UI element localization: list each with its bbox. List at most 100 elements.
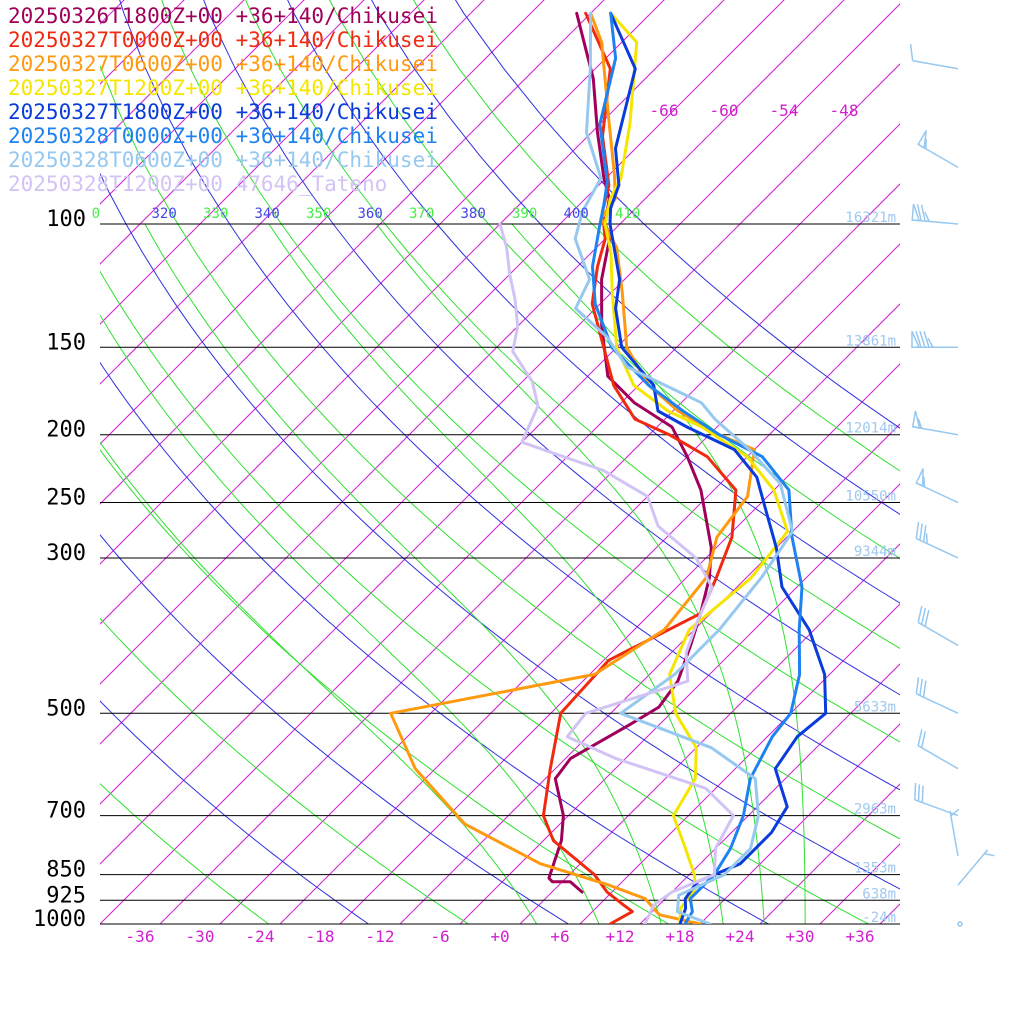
adiabat-line (100, 270, 870, 924)
pressure-tick-label: 250 (46, 486, 86, 511)
temperature-tick-label: -12 (366, 927, 395, 946)
temperature-tick-label: -36 (126, 927, 155, 946)
adiabat-line (161, 0, 900, 743)
legend: 20250326T1800Z+00 +36+140/Chikusei202503… (8, 4, 438, 196)
adiabat-line (287, 0, 900, 604)
isotherm-line (100, 0, 365, 265)
pressure-tick-label: 150 (46, 330, 86, 355)
isotherm-line (639, 663, 900, 924)
isotherm-line (519, 543, 900, 924)
adiabat-line (100, 449, 670, 924)
pressure-tick-label: 1000 (33, 907, 86, 932)
wind-barb (917, 605, 959, 647)
theta-label: 350 (306, 206, 331, 222)
sounding-profiles (389, 11, 828, 924)
legend-entry: 20250327T0000Z+00 +36+140/Chikusei (8, 28, 438, 52)
moist-adiabat-line (268, 223, 724, 924)
theta-label: 400 (564, 206, 589, 222)
height-label: 12014m (845, 421, 896, 437)
adiabat-line (100, 534, 570, 924)
adiabat-line (371, 0, 900, 515)
pressure-tick-label: 925 (46, 883, 86, 908)
temperature-tick-label: +30 (786, 927, 815, 946)
adiabat-line (119, 0, 900, 791)
temperature-tick-label: +6 (550, 927, 569, 946)
series-line (608, 11, 828, 924)
temperature-tick-label: +0 (490, 927, 509, 946)
adiabat-line (329, 0, 900, 559)
theta-label: 320 (152, 206, 177, 222)
theta-label: 390 (512, 206, 537, 222)
theta-label: 330 (203, 206, 228, 222)
isotherm-line (1000, 0, 1024, 924)
temperature-tick-label: +36 (846, 927, 875, 946)
pressure-tick-label: 700 (46, 799, 86, 824)
isotherm-line (100, 0, 245, 145)
pressure-tick-label: 300 (46, 541, 86, 566)
adiabat-line (100, 700, 370, 924)
temperature-tick-label: +12 (606, 927, 635, 946)
series-line (603, 11, 789, 924)
legend-entry: 20250328T1200Z+00 47646_Tateno (8, 172, 387, 196)
isotherm-line (100, 0, 425, 325)
height-label: 1353m (854, 861, 896, 877)
height-label: 2963m (854, 802, 896, 818)
theta-label: 380 (461, 206, 486, 222)
wind-barb (911, 203, 959, 225)
theta-label: 0 (92, 206, 100, 222)
height-label: 16321m (845, 210, 896, 226)
wind-barb (915, 521, 959, 559)
legend-entry: 20250327T1200Z+00 +36+140/Chikusei (8, 76, 438, 100)
wind-barb (911, 410, 959, 436)
isotherm-line (100, 0, 485, 385)
height-label: 5633m (854, 699, 896, 715)
series-line (591, 11, 804, 924)
wind-barb (915, 677, 959, 714)
legend-entry: 20250326T1800Z+00 +36+140/Chikusei (8, 4, 438, 28)
moist-adiabat-line (511, 223, 806, 924)
moist-adiabat-line (376, 223, 765, 924)
legend-entry: 20250327T0600Z+00 +36+140/Chikusei (8, 52, 438, 76)
theta-label: 340 (255, 206, 280, 222)
adiabat-line (100, 172, 900, 890)
isotherm-label: -48 (830, 101, 859, 120)
isotherm-label: -66 (650, 101, 679, 120)
wind-barb-calm (957, 921, 963, 927)
adiabat-line (100, 783, 270, 924)
temperature-tick-label: -24 (246, 927, 275, 946)
isotherm-label: -54 (770, 101, 799, 120)
adiabat-line (454, 0, 900, 429)
legend-entry: 20250327T1800Z+00 +36+140/Chikusei (8, 100, 438, 124)
isotherm-label: -60 (710, 101, 739, 120)
wind-barb (949, 808, 960, 857)
isotherm-line (579, 603, 900, 924)
series-line (547, 11, 713, 894)
series-line (573, 11, 794, 924)
theta-label: 360 (358, 206, 383, 222)
series-line (498, 222, 735, 924)
isotherm-line (100, 0, 305, 205)
adiabat-line (100, 617, 470, 924)
temperature-tick-label: -30 (186, 927, 215, 946)
temperature-tick-label: +24 (726, 927, 755, 946)
temperature-tick-label: +18 (666, 927, 695, 946)
pressure-tick-label: 200 (46, 418, 86, 443)
pressure-tick-label: 500 (46, 696, 86, 721)
height-label: -24m (862, 910, 896, 926)
theta-label: 410 (615, 206, 640, 222)
wind-barb (957, 849, 995, 886)
temperature-tick-label: -18 (306, 927, 335, 946)
wind-barb (917, 729, 959, 770)
adiabat-line (245, 0, 900, 650)
moist-adiabat-line (100, 314, 600, 924)
wind-barb (914, 783, 959, 817)
isobar-lines (100, 223, 900, 925)
wind-barb (911, 330, 958, 349)
pressure-tick-label: 850 (46, 858, 86, 883)
moist-adiabat-line (144, 223, 662, 924)
height-label: 10550m (845, 489, 896, 505)
wind-barb (915, 468, 959, 504)
pressure-tick-label: 100 (46, 207, 86, 232)
